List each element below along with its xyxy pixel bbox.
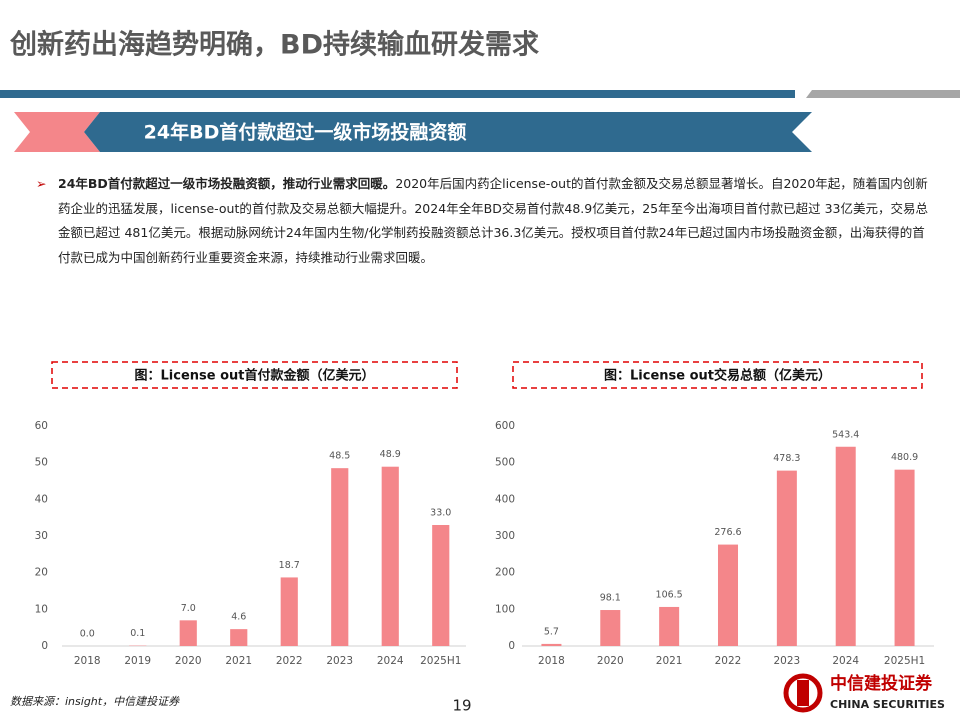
bar [280,577,298,646]
bar [331,468,349,646]
data-label: 5.7 [544,626,559,637]
logo-mark [783,673,823,713]
chart-title: 图：License out首付款金额（亿美元） [135,368,375,384]
data-label: 98.1 [600,593,621,604]
data-label: 33.0 [430,508,451,519]
slide-title: 创新药出海趋势明确，BD持续输血研发需求 [9,29,539,61]
y-tick-label: 500 [495,457,515,469]
chart-title-box [512,361,923,389]
x-tick-label: 2020 [597,655,624,667]
y-tick-label: 30 [35,530,48,542]
x-tick-label: 2025H1 [420,655,461,667]
data-label: 7.0 [181,603,196,614]
bar [432,525,450,646]
y-tick-label: 600 [495,420,515,432]
bar [179,620,197,646]
bar [230,629,248,646]
data-label: 480.9 [891,452,918,463]
x-tick-label: 2019 [124,655,151,667]
y-tick-label: 40 [35,493,48,505]
y-tick-label: 10 [35,603,48,615]
x-tick-label: 2018 [538,655,565,667]
x-tick-label: 2023 [773,655,800,667]
x-tick-label: 2025H1 [884,655,925,667]
data-label: 4.6 [231,612,246,623]
x-tick-label: 2020 [175,655,202,667]
y-tick-label: 60 [35,420,48,432]
logo: 中信建投证券 CHINA SECURITIES [783,673,945,713]
x-tick-label: 2022 [715,655,742,667]
y-tick-label: 300 [495,530,515,542]
page-number: 19 [452,697,471,715]
data-label: 276.6 [714,527,741,538]
bar [776,470,797,646]
data-label: 0.1 [130,628,145,639]
logo-cn: 中信建投证券 [830,673,933,694]
logo-en: CHINA SECURITIES [830,698,945,711]
bar [541,643,562,646]
bar [600,610,621,646]
section-title: 24年BD首付款超过一级市场投融资额 [144,121,467,144]
body-lead: 24年BD首付款超过一级市场投融资额，推动行业需求回暖。 [58,176,396,191]
bar [835,446,856,646]
x-tick-label: 2024 [377,655,404,667]
y-tick-label: 200 [495,567,515,579]
y-tick-label: 20 [35,567,48,579]
data-label: 48.9 [380,449,401,460]
y-tick-label: 0 [508,640,515,652]
banner-left [14,112,100,152]
chart-title-box [51,361,458,389]
bar [894,469,915,646]
x-tick-label: 2024 [832,655,859,667]
bar [659,606,680,646]
y-tick-label: 50 [35,457,48,469]
logo-mark-bar [797,680,809,706]
data-label: 48.5 [329,451,350,462]
data-label: 18.7 [279,560,300,571]
header-bar [0,90,795,98]
x-tick-label: 2023 [326,655,353,667]
bar [717,544,739,646]
chart-title: 图：License out交易总额（亿美元） [604,368,831,384]
data-label: 0.0 [80,629,95,640]
body-detail: 2020年后国内药企license-out的首付款金额及交易总额显著增长。自20… [58,176,928,265]
y-tick-label: 0 [41,640,48,652]
data-label: 543.4 [832,429,859,440]
x-tick-label: 2021 [656,655,683,667]
body-text: ➢ 24年BD首付款超过一级市场投融资额，推动行业需求回暖。2020年后国内药企l… [36,172,928,270]
bar [381,466,399,646]
data-label: 478.3 [773,453,800,464]
header-bar-gray [806,90,960,98]
y-tick-label: 100 [495,603,515,615]
x-tick-label: 2022 [276,655,303,667]
y-tick-label: 400 [495,493,515,505]
x-tick-label: 2021 [225,655,252,667]
banner [84,112,812,152]
data-label: 106.5 [656,589,683,600]
x-tick-label: 2018 [74,655,101,667]
source-note: 数据来源：insight，中信建投证券 [10,695,180,708]
bullet-arrow: ➢ [36,176,47,191]
